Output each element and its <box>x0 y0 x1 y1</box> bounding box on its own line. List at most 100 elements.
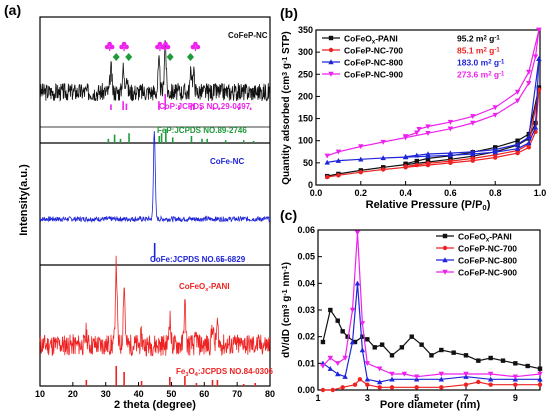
label-segment: O <box>188 367 194 376</box>
x-tick-label: 9 <box>513 393 518 403</box>
label-segment: STP) <box>281 31 292 57</box>
label-segment: -1 <box>282 265 289 271</box>
isotherm-data-point <box>425 124 431 130</box>
legend-label: CoFeOx-PANI <box>458 232 512 244</box>
pore-data-point <box>320 363 326 369</box>
y-tick-label: 0 <box>308 180 313 190</box>
y-tick-label: 0.03 <box>297 305 315 315</box>
isotherm-data-point <box>526 134 532 140</box>
isotherm-adsorption-line <box>327 89 540 178</box>
isotherm-data-point <box>402 134 409 139</box>
isotherm-data-point <box>514 145 521 151</box>
x-tick-label: 40 <box>134 389 144 399</box>
isotherm-data-point <box>380 139 386 145</box>
label-segment: 0 <box>482 203 486 212</box>
pore-data-point <box>327 355 334 361</box>
label-segment: Relative Pressure (P/P <box>366 199 483 211</box>
pore-data-point <box>320 339 326 345</box>
label-segment: g <box>487 34 495 44</box>
isotherm-data-point <box>492 146 498 152</box>
isotherm-data-point <box>335 157 342 163</box>
label-segment: :JCPDS NO.84-0306 <box>198 367 274 376</box>
pore-data-point <box>376 379 383 385</box>
isotherm-data-point <box>403 164 408 169</box>
isotherm-data-point <box>324 153 330 159</box>
pore-data-point <box>537 371 543 377</box>
isotherm-data-point <box>515 138 520 143</box>
x-axis-title: Pore diameter (nm) <box>380 399 481 411</box>
diamond-marker-icon <box>186 53 194 61</box>
pore-data-point <box>376 366 383 372</box>
pore-data-point <box>389 376 395 382</box>
pore-data-point <box>487 371 494 377</box>
legend-label: CoFeP-NC-700 <box>458 244 517 254</box>
x-tick-label: 20 <box>68 389 78 399</box>
y-axis-title: dV/dD (cm3 g-1 nm-1) <box>281 262 292 358</box>
isotherm-data-point <box>380 155 386 161</box>
x-tick-label: 30 <box>101 389 111 399</box>
legend-label: CoFeP-NC-900 <box>458 268 517 278</box>
x-tick-label: 0.6 <box>444 188 457 198</box>
y-tick-label: 250 <box>298 69 313 79</box>
diamond-marker-icon <box>166 53 174 61</box>
isotherm-data-point <box>425 130 431 136</box>
pore-data-point <box>327 365 334 371</box>
x-tick-label: 0.2 <box>355 188 368 198</box>
pore-data-point <box>335 361 341 367</box>
pore-data-point <box>537 376 543 382</box>
pore-data-point <box>354 230 361 236</box>
panel-c-label: (c) <box>280 207 297 223</box>
isotherm-data-point <box>514 89 521 95</box>
pore-data-point <box>349 307 356 313</box>
label-segment: g <box>281 296 292 305</box>
isotherm-data-point <box>470 156 475 161</box>
pore-data-point <box>359 321 366 327</box>
club-stem <box>108 47 111 51</box>
pore-data-point <box>401 371 408 377</box>
isotherm-data-point <box>381 167 386 172</box>
isotherm-data-point <box>470 149 476 154</box>
surface-area-value: 95.2 m2 g-1 <box>457 34 500 44</box>
y-tick-label: 150 <box>298 114 313 124</box>
label-segment: nm <box>281 272 292 290</box>
pore-data-point <box>354 280 361 286</box>
surface-area-value: 85.1 m2 g-1 <box>457 46 500 56</box>
series-label-cofep-nc: CoFeP-NC <box>228 31 268 40</box>
label-segment: -1 <box>494 35 500 41</box>
pore-distribution-line <box>322 308 541 370</box>
x-tick-label: 0.8 <box>489 188 502 198</box>
club-marker-icon <box>104 41 115 51</box>
pore-data-point <box>342 355 348 361</box>
club-lobe <box>124 44 129 50</box>
pore-data-point <box>451 350 456 355</box>
pore-data-point <box>463 353 469 358</box>
panel-b-label: (b) <box>280 5 298 21</box>
club-lobe <box>160 44 166 50</box>
isotherm-data-point <box>448 158 453 164</box>
series-label-cofe-nc: CoFe-NC <box>210 157 244 166</box>
isotherm-data-point <box>336 173 341 178</box>
pore-data-point <box>487 376 494 382</box>
xrd-pattern-CoFeOx-PANI <box>39 255 271 357</box>
x-tick-label: 10 <box>35 389 45 399</box>
isotherm-data-point <box>425 151 431 157</box>
pore-data-point <box>476 358 481 363</box>
isotherm-data-point <box>536 27 542 33</box>
isotherm-data-point <box>416 127 422 132</box>
label-segment: -1 <box>494 47 500 53</box>
pore-data-point <box>488 382 493 387</box>
y-tick-label: 50 <box>303 158 313 168</box>
pore-data-point <box>379 342 385 347</box>
pore-data-point <box>349 339 356 345</box>
label-segment: -PANI <box>489 232 512 242</box>
label-segment: x <box>205 287 209 293</box>
isotherm-data-point <box>325 174 330 180</box>
pore-distribution-line <box>322 283 540 383</box>
label-segment: 2 <box>488 71 492 77</box>
legend-swatch-marker <box>328 59 334 65</box>
x-tick-label: 3 <box>365 393 370 403</box>
club-lobe <box>109 44 115 50</box>
club-marker-icon <box>190 41 201 51</box>
isotherm-data-point <box>526 80 532 86</box>
pore-data-point <box>439 347 444 353</box>
